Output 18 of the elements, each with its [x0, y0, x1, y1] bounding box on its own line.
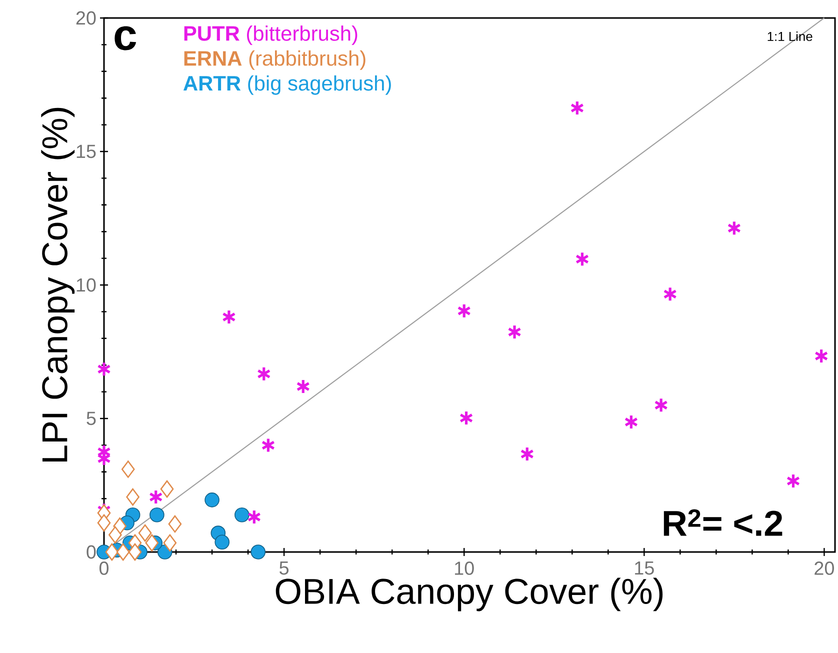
x-tick-label: 10: [455, 562, 474, 575]
text: ERNA (rabbitbrush): [184, 50, 366, 70]
annotation: R$^{2}$= <.2: [664, 509, 782, 536]
x-tick-label: 5: [280, 562, 289, 575]
y-tick-label: 15: [76, 144, 96, 158]
x-tick-label: 20: [814, 562, 834, 575]
y-tick-label: 10: [76, 278, 96, 292]
y-tick-label: 20: [76, 11, 96, 25]
text: PUTR (bitterbrush): [184, 26, 358, 46]
y-tick-label: 0: [86, 545, 96, 559]
text: ARTR (big sagebrush): [183, 75, 391, 95]
y-tick-label: 5: [86, 412, 96, 426]
annotation: 1:1 Line: [768, 32, 812, 42]
annotation: c: [114, 26, 136, 50]
y-axis-title: LPI Canopy Cover (%): [41, 108, 75, 462]
x-axis-title: OBIA Canopy Cover (%): [276, 578, 663, 612]
x-tick-label: 15: [635, 562, 654, 575]
x-tick-label: 0: [99, 562, 109, 575]
